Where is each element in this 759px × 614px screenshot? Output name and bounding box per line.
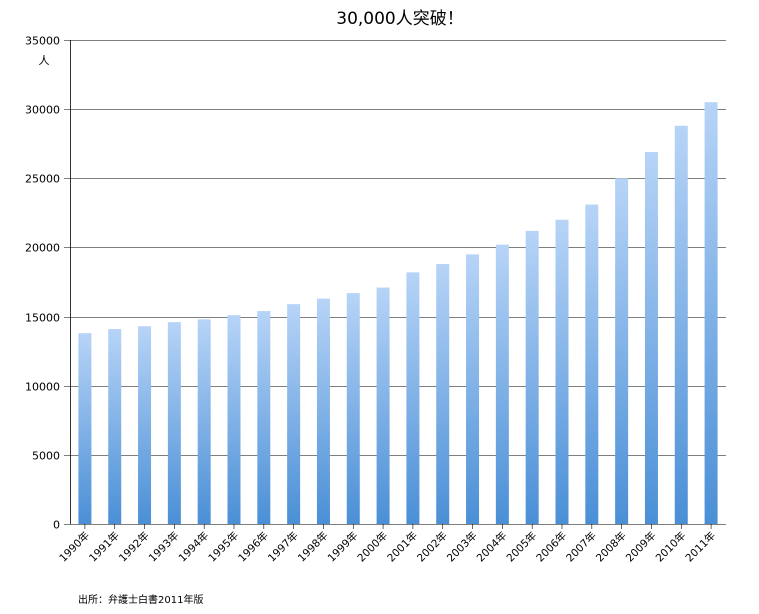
y-tick-label: 25000 [25, 173, 60, 186]
x-tick-labels: 1990年1991年1992年1993年1994年1995年1996年1997年… [57, 524, 719, 565]
bar-2011年 [704, 102, 718, 524]
chart-title: 30,000人突破！ [336, 9, 463, 29]
x-tick-label: 2004年 [474, 529, 510, 565]
y-axis-label: 人 [39, 54, 50, 67]
bar-1995年 [227, 315, 241, 524]
y-tick-label: 5000 [32, 450, 60, 463]
y-tick-label: 15000 [25, 312, 60, 325]
x-tick-label: 2001年 [385, 529, 421, 565]
bar-2003年 [466, 254, 480, 525]
x-tick-label: 2011年 [683, 529, 719, 565]
x-tick-label: 1990年 [57, 529, 93, 565]
y-tick-label: 0 [53, 519, 60, 532]
bar-1993年 [167, 322, 181, 524]
y-tick-labels: 0 5000 10000 15000 20000 25000 30000 35000 [25, 35, 60, 532]
bar-2005年 [525, 230, 539, 524]
x-tick-label: 1991年 [86, 529, 122, 565]
x-tick-label: 2009年 [623, 529, 659, 565]
x-tick-label: 1997年 [265, 529, 301, 565]
bar-1992年 [138, 326, 152, 524]
bar-1996年 [257, 311, 271, 524]
x-tick-label: 1998年 [295, 529, 331, 565]
bar-1997年 [287, 304, 301, 524]
x-tick-label: 2005年 [504, 529, 540, 565]
x-tick-label: 2008年 [593, 529, 629, 565]
bar-2007年 [585, 204, 599, 524]
bar-1991年 [108, 329, 122, 524]
bar-2008年 [615, 178, 629, 525]
source-note: 出所：弁護士白書2011年版 [78, 593, 203, 606]
x-tick-label: 2003年 [444, 529, 480, 565]
x-tick-label: 1992年 [116, 529, 152, 565]
bar-1990年 [78, 333, 92, 524]
x-tick-label: 2000年 [355, 529, 391, 565]
y-tick-label: 20000 [25, 242, 60, 255]
x-tick-label: 2002年 [414, 529, 450, 565]
x-tick-label: 2007年 [563, 529, 599, 565]
bar-2004年 [495, 244, 509, 525]
y-tick-label: 35000 [25, 35, 60, 48]
x-tick-label: 1993年 [146, 529, 182, 565]
bar-2002年 [436, 264, 450, 524]
y-tick-label: 10000 [25, 381, 60, 394]
x-tick-label: 1996年 [235, 529, 271, 565]
x-tick-label: 2006年 [534, 529, 570, 565]
bar-2009年 [644, 152, 658, 525]
x-tick-label: 1999年 [325, 529, 361, 565]
bar-2010年 [674, 125, 688, 524]
bar-2000年 [376, 287, 390, 524]
bar-1994年 [197, 319, 211, 524]
bar-2006年 [555, 219, 569, 524]
y-tick-label: 30000 [25, 104, 60, 117]
bar-1999年 [346, 293, 360, 524]
x-tick-label: 2010年 [653, 529, 689, 565]
bar-1998年 [316, 298, 330, 524]
bar-2001年 [406, 272, 420, 524]
x-tick-label: 1994年 [176, 529, 212, 565]
x-tick-label: 1995年 [206, 529, 242, 565]
bars [78, 102, 718, 525]
